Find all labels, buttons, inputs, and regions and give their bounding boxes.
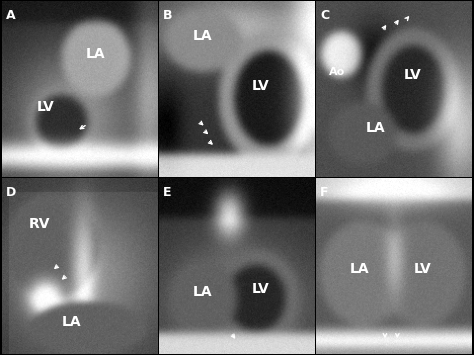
Text: LV: LV [252,78,269,93]
Text: RV: RV [28,217,50,231]
Text: Ao: Ao [328,66,345,76]
Text: LA: LA [85,47,105,61]
Text: LA: LA [350,262,370,277]
Text: LA: LA [193,29,212,43]
Text: LA: LA [193,285,212,299]
Text: F: F [320,186,329,199]
Text: LA: LA [62,315,82,329]
Text: A: A [6,9,16,22]
Text: LV: LV [413,262,431,277]
Text: D: D [6,186,16,199]
Text: LV: LV [252,282,269,296]
Text: C: C [320,9,329,22]
Text: LV: LV [404,68,422,82]
Text: E: E [163,186,172,199]
Text: LV: LV [36,99,55,114]
Text: LA: LA [366,121,385,135]
Text: B: B [163,9,173,22]
